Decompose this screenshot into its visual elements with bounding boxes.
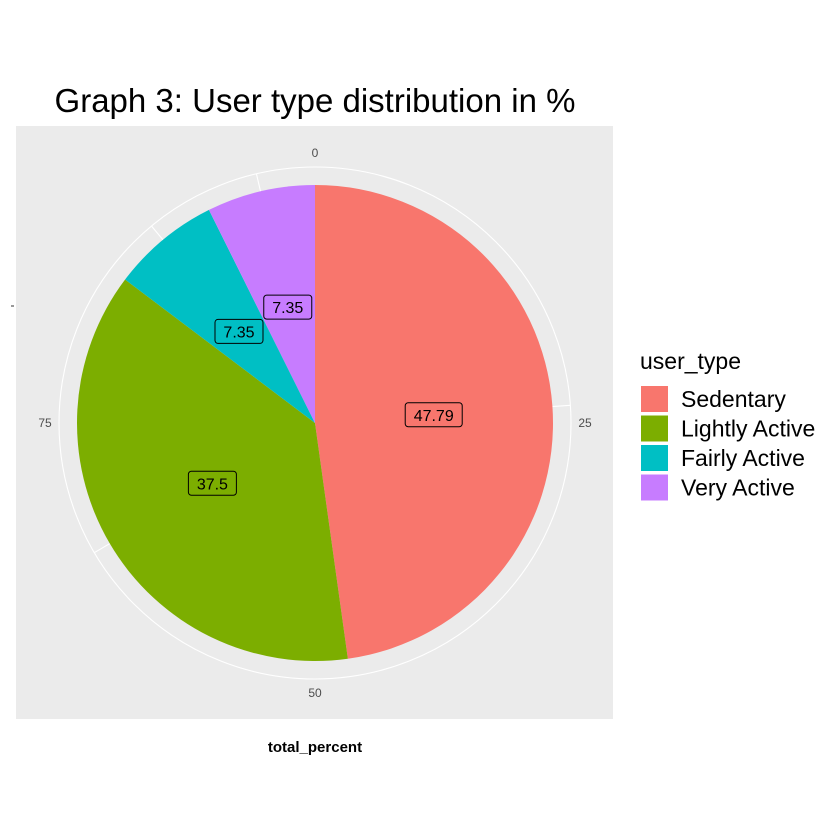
data-label-text: 37.5 bbox=[197, 476, 228, 493]
data-label-box bbox=[187, 470, 237, 496]
data-label-2: 37.5 bbox=[187, 470, 237, 496]
x-axis-label: total_percent bbox=[268, 739, 362, 756]
legend: user_type Sedentary Lightly Active Fairly … bbox=[640, 348, 815, 501]
legend-key-very-active bbox=[641, 474, 668, 501]
data-label-4: 7.35 bbox=[263, 294, 313, 320]
data-label-text: 7.35 bbox=[272, 300, 303, 317]
data-label-text: 47.79 bbox=[414, 408, 454, 425]
pie-slice-lightly-active bbox=[76, 279, 348, 661]
slice-data-labels: 47.79 37.5 7.35 7.35 bbox=[187, 294, 463, 496]
data-label-1: 47.79 bbox=[404, 402, 463, 428]
pie-slice-fairly-active bbox=[125, 209, 316, 423]
legend-items: Sedentary Lightly Active Fairly Active Very… bbox=[641, 386, 815, 501]
data-label-box bbox=[263, 294, 313, 320]
theta-tick-labels: 0 25 50 75 bbox=[38, 146, 592, 700]
data-label-box bbox=[214, 318, 264, 344]
theta-tick-label-0: 0 bbox=[312, 146, 319, 160]
legend-key-sedentary bbox=[641, 386, 668, 412]
theta-tick-label-25: 25 bbox=[578, 416, 592, 430]
legend-title: user_type bbox=[640, 348, 741, 374]
legend-label-sedentary: Sedentary bbox=[681, 386, 786, 412]
data-label-box bbox=[404, 402, 463, 428]
theta-tick-label-75: 75 bbox=[38, 416, 52, 430]
grid-circle-2 bbox=[58, 166, 572, 680]
pie-slice-very-active bbox=[208, 185, 315, 423]
data-label-text: 7.35 bbox=[223, 324, 254, 341]
pie-slices bbox=[76, 185, 554, 661]
chart-title: Graph 3: User type distribution in % bbox=[55, 82, 576, 119]
theta-tick-label-50: 50 bbox=[308, 686, 322, 700]
legend-key-lightly-active bbox=[641, 415, 668, 442]
data-label-3: 7.35 bbox=[214, 318, 264, 344]
legend-label-lightly-active: Lightly Active bbox=[681, 416, 815, 442]
legend-key-fairly-active bbox=[641, 445, 668, 471]
legend-label-fairly-active: Fairly Active bbox=[681, 445, 805, 471]
legend-label-very-active: Very Active bbox=[681, 475, 795, 501]
